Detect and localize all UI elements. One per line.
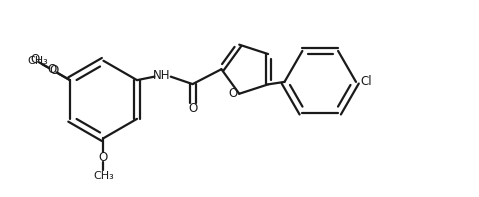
Text: O: O — [188, 102, 197, 115]
Text: O: O — [30, 53, 39, 66]
Text: CH₃: CH₃ — [93, 171, 114, 181]
Text: Cl: Cl — [360, 75, 372, 88]
Text: CH₃: CH₃ — [27, 56, 47, 66]
Text: NH: NH — [153, 69, 171, 82]
Text: O: O — [49, 64, 58, 77]
Text: O: O — [99, 151, 108, 164]
Text: O: O — [228, 87, 238, 100]
Text: O: O — [47, 63, 57, 76]
